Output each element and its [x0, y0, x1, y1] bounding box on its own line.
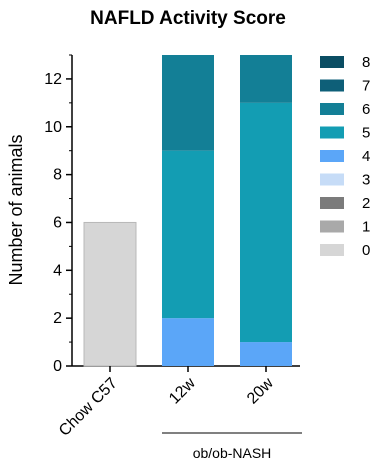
legend-swatch-3 [320, 173, 344, 186]
legend-swatch-8 [320, 56, 344, 68]
y-tick-label: 8 [53, 167, 62, 184]
plot-area: 0 2 4 6 8 10 12 Chow C57 12w 20w [44, 54, 300, 440]
bar-segment-12w-score-5 [162, 150, 214, 319]
legend-swatch-6 [320, 103, 344, 115]
group-label: ob/ob-NASH [193, 445, 272, 461]
y-axis-title: Number of animals [6, 134, 26, 285]
legend-label: 8 [362, 54, 370, 71]
bar-segment-12w-score-4 [162, 318, 214, 366]
legend-swatch-2 [320, 197, 344, 209]
bar-segment-20w-score-5 [240, 102, 292, 343]
legend-label: 0 [362, 242, 370, 259]
y-tick-label: 4 [53, 262, 62, 279]
legend-label: 2 [362, 195, 370, 212]
x-category-label: 20w [244, 374, 277, 407]
legend-swatch-1 [320, 220, 344, 233]
legend-swatch-4 [320, 150, 344, 162]
bar-segment-20w-score-4 [240, 342, 292, 366]
bar-segment-12w-score-6 [162, 55, 214, 151]
x-category-label: 12w [166, 374, 199, 407]
y-tick-label: 2 [53, 310, 62, 327]
legend-label: 6 [362, 101, 370, 118]
legend-swatch-7 [320, 79, 344, 92]
bar-segment-chow-c57-score-0 [83, 221, 137, 367]
legend-label: 1 [362, 219, 370, 236]
legend-label: 7 [362, 78, 370, 95]
legend-label: 4 [362, 148, 370, 165]
legend: 8 7 6 5 4 3 2 1 0 [320, 54, 370, 259]
legend-swatch-0 [320, 244, 344, 256]
chart-title: NAFLD Activity Score [90, 8, 286, 29]
y-tick-label: 12 [44, 71, 62, 88]
y-tick-label: 10 [44, 119, 62, 136]
y-tick-label: 0 [53, 358, 62, 375]
bar-segment-20w-score-6 [240, 55, 292, 103]
legend-swatch-5 [320, 126, 344, 139]
legend-label: 3 [362, 172, 370, 189]
x-category-label: Chow C57 [56, 375, 121, 440]
legend-label: 5 [362, 125, 370, 142]
y-tick-label: 6 [53, 214, 62, 231]
